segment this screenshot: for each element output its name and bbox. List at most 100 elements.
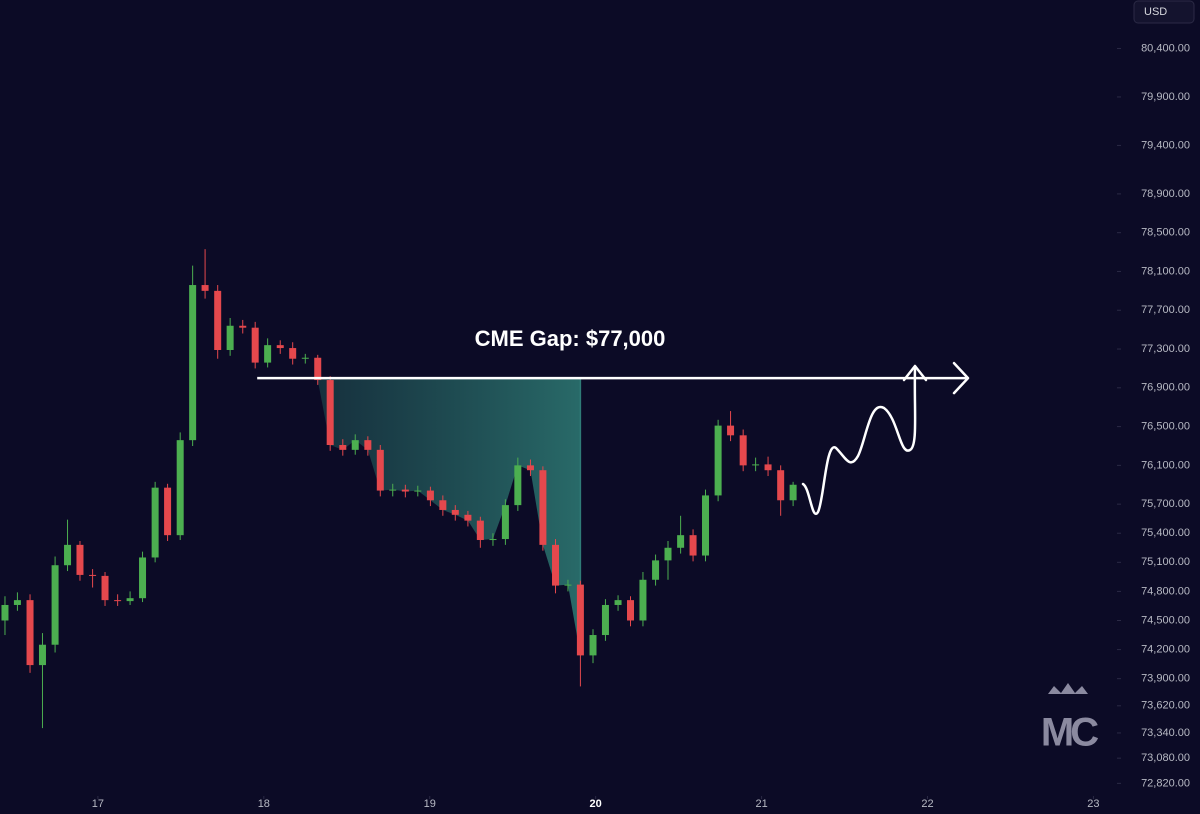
candle-body — [189, 285, 197, 441]
x-tick-label: 23 — [1087, 798, 1099, 810]
y-tick-label: 72,820.00 — [1141, 777, 1190, 789]
y-tick-label: 76,100.00 — [1141, 459, 1190, 471]
candle-body — [501, 505, 509, 540]
candle-body — [51, 565, 59, 645]
candle-body — [126, 598, 134, 602]
x-tick-label: 20 — [590, 798, 602, 810]
candle-body — [476, 520, 484, 541]
candle-body — [64, 544, 72, 566]
currency-label: USD — [1144, 6, 1167, 18]
candle-body — [652, 560, 660, 580]
x-tick-label: 18 — [258, 798, 270, 810]
y-tick-label: 73,080.00 — [1141, 752, 1190, 764]
candle-body — [627, 600, 635, 621]
candle-body — [326, 380, 334, 446]
candle-body — [1, 604, 9, 621]
candle-body — [139, 557, 147, 599]
candle-body — [451, 509, 459, 515]
candle-body — [176, 440, 184, 536]
y-tick-label: 74,200.00 — [1141, 643, 1190, 655]
projection-squiggle — [801, 366, 917, 516]
candle-body — [38, 644, 46, 666]
candle-body — [589, 635, 597, 656]
candle-body — [214, 290, 222, 350]
y-tick-label: 73,900.00 — [1141, 673, 1190, 685]
watermark-crown — [1048, 683, 1088, 694]
candle-body — [526, 465, 534, 471]
watermark-logo: MC — [1041, 711, 1098, 755]
y-tick-label: 77,300.00 — [1141, 343, 1190, 355]
candle-body — [314, 357, 322, 381]
candle-body — [414, 490, 422, 492]
y-tick-label: 79,900.00 — [1141, 91, 1190, 103]
candle-body — [264, 345, 272, 363]
candle-body — [789, 484, 797, 501]
candle-body — [739, 435, 747, 466]
y-tick-label: 75,400.00 — [1141, 527, 1190, 539]
y-tick-label: 73,620.00 — [1141, 700, 1190, 712]
candle-body — [752, 464, 760, 466]
y-tick-label: 76,900.00 — [1141, 382, 1190, 394]
projection-arrowhead — [902, 364, 928, 382]
y-tick-label: 80,400.00 — [1141, 42, 1190, 54]
candle-body — [201, 285, 209, 291]
candle-body — [677, 535, 685, 548]
candle-body — [702, 495, 710, 556]
y-tick-label: 79,400.00 — [1141, 139, 1190, 151]
y-tick-label: 74,800.00 — [1141, 585, 1190, 597]
x-tick-label: 22 — [921, 798, 933, 810]
x-tick-label: 17 — [92, 798, 104, 810]
candle-body — [351, 440, 359, 450]
gap-area — [317, 378, 581, 656]
y-tick-label: 75,700.00 — [1141, 498, 1190, 510]
candle-body — [639, 579, 647, 621]
y-tick-label: 74,500.00 — [1141, 614, 1190, 626]
candle-body — [226, 325, 234, 350]
y-tick-label: 77,700.00 — [1141, 304, 1190, 316]
y-tick-label: 78,500.00 — [1141, 227, 1190, 239]
candle-body — [601, 604, 609, 636]
candle-body — [114, 600, 122, 602]
candle-body — [13, 600, 21, 605]
candle-body — [439, 500, 447, 510]
x-tick-label: 19 — [424, 798, 436, 810]
x-tick-label: 21 — [755, 798, 767, 810]
candle-body — [727, 425, 735, 436]
candle-body — [777, 470, 785, 501]
candle-body — [76, 544, 84, 575]
candle-body — [552, 544, 560, 586]
candle-body — [89, 574, 97, 576]
y-tick-label: 78,900.00 — [1141, 188, 1190, 200]
candle-body — [376, 449, 384, 491]
y-tick-label: 76,500.00 — [1141, 420, 1190, 432]
candle-body — [764, 464, 772, 471]
candle-body — [389, 489, 397, 491]
candle-body — [576, 584, 584, 656]
candle-body — [539, 470, 547, 545]
gap-annotation: CME Gap: $77,000 — [475, 326, 666, 351]
candle-body — [489, 539, 497, 541]
candle-body — [714, 425, 722, 496]
candle-body — [364, 440, 372, 450]
candle-body — [164, 487, 172, 536]
y-tick-label: 73,340.00 — [1141, 727, 1190, 739]
candle-body — [301, 357, 309, 359]
currency-badge — [1133, 0, 1195, 24]
candle-body — [101, 575, 109, 601]
candle-body — [276, 345, 284, 349]
candle-layer — [1, 249, 797, 729]
candle-body — [426, 490, 434, 501]
candle-body — [664, 547, 672, 561]
gap-arrowhead — [952, 361, 970, 395]
candle-body — [289, 348, 297, 359]
candle-body — [564, 584, 572, 586]
candle-body — [239, 325, 247, 328]
candle-body — [339, 445, 347, 450]
candle-body — [26, 600, 34, 666]
candle-body — [401, 489, 409, 492]
candle-body — [464, 514, 472, 521]
candle-body — [251, 327, 259, 363]
